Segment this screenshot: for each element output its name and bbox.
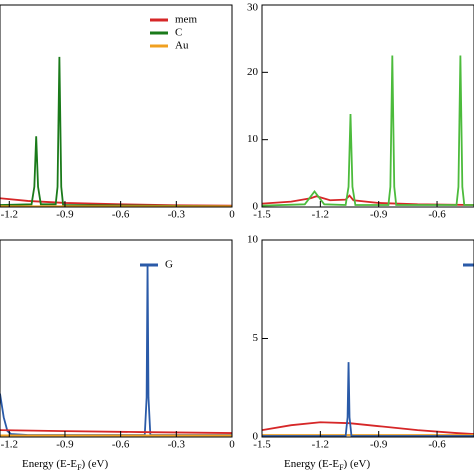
plot-frame [0, 239, 233, 438]
series-line [262, 362, 474, 437]
x-tick-label: 0 [229, 439, 235, 451]
x-tick-label: -0.9 [56, 439, 74, 451]
y-tick-label: 10 [247, 133, 259, 145]
plot-frame [261, 4, 474, 208]
y-tick-label: 0 [253, 201, 259, 213]
x-tick-label: -1.5 [253, 209, 271, 221]
x-tick-label: -0.6 [112, 209, 130, 221]
legend-label: Au [175, 40, 189, 52]
x-tick-label: -0.9 [370, 209, 388, 221]
x-tick-label: -1.2 [312, 439, 329, 451]
y-tick-label: 20 [247, 66, 259, 78]
x-axis-label-part: F [339, 463, 344, 472]
plot-frame [0, 4, 233, 208]
x-tick-label: -0.9 [370, 439, 388, 451]
series-line [0, 56, 232, 207]
x-tick-label: -0.9 [56, 209, 74, 221]
x-tick-label: 0 [229, 209, 235, 221]
x-tick-label: -1.2 [1, 209, 18, 221]
y-tick-label: 0 [253, 431, 259, 443]
x-tick-label: -0.6 [112, 439, 130, 451]
x-tick-label: -1.5 [253, 439, 271, 451]
x-tick-label: -1.2 [312, 209, 329, 221]
series-line [262, 421, 474, 435]
legend-label: mem [175, 14, 197, 26]
series-line [0, 263, 232, 436]
x-tick-label: -0.3 [168, 439, 186, 451]
legend-label: C [175, 27, 182, 39]
x-tick-label: -0.6 [428, 439, 446, 451]
x-axis-label-part: Energy (E-E [284, 458, 339, 470]
legend-label: G [165, 259, 173, 271]
y-tick-label: 10 [247, 234, 259, 246]
y-tick-label: 30 [247, 2, 259, 14]
series-line [262, 194, 474, 206]
x-axis-label-part: ) (eV) [82, 458, 109, 470]
y-tick-label: 5 [253, 332, 259, 344]
plot-frame [261, 239, 474, 438]
x-tick-label: -1.2 [1, 439, 18, 451]
x-axis-label: Energy (E-EF) (eV) [284, 458, 370, 473]
x-axis-label-part: Energy (E-E [22, 458, 77, 470]
x-tick-label: -0.6 [428, 209, 446, 221]
x-tick-label: -0.3 [168, 209, 186, 221]
series-line [262, 55, 474, 207]
x-axis-label-part: ) (eV) [344, 458, 371, 470]
x-axis-label: Energy (E-EF) (eV) [22, 458, 108, 473]
x-axis-label-part: F [77, 463, 82, 472]
series-line [0, 429, 232, 434]
